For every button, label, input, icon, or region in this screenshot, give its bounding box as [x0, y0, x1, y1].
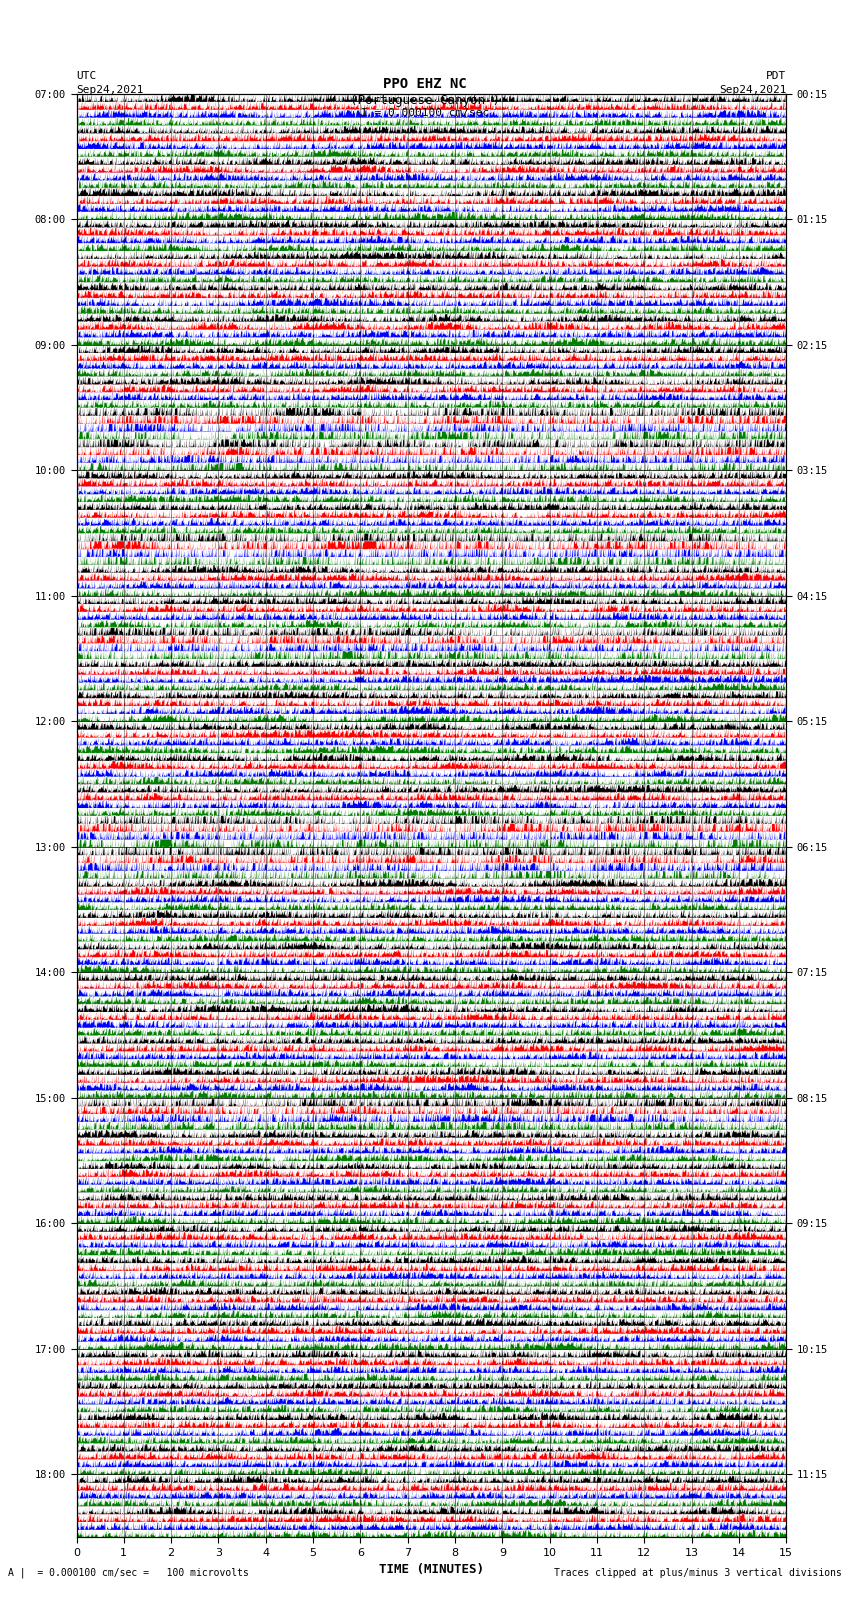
Text: Traces clipped at plus/minus 3 vertical divisions: Traces clipped at plus/minus 3 vertical … — [553, 1568, 842, 1578]
Text: UTC: UTC — [76, 71, 97, 81]
Text: Sep24,2021: Sep24,2021 — [76, 85, 144, 95]
X-axis label: TIME (MINUTES): TIME (MINUTES) — [379, 1563, 484, 1576]
Text: PPO EHZ NC: PPO EHZ NC — [383, 77, 467, 92]
Text: Sep24,2021: Sep24,2021 — [719, 85, 786, 95]
Text: PDT: PDT — [766, 71, 786, 81]
Text: I = 0.000100 cm/sec: I = 0.000100 cm/sec — [361, 108, 489, 118]
Text: A |  = 0.000100 cm/sec =   100 microvolts: A | = 0.000100 cm/sec = 100 microvolts — [8, 1568, 249, 1579]
Text: (Portuguese Canyon ): (Portuguese Canyon ) — [350, 94, 500, 106]
